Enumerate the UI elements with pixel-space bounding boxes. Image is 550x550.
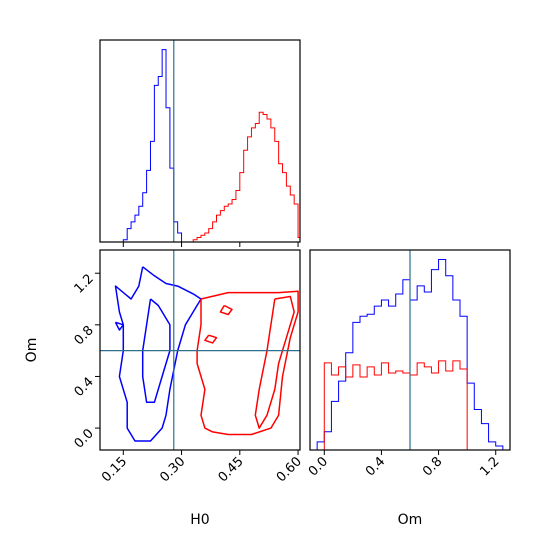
y-axis-label: Om: [24, 338, 40, 363]
contour-blue-0: [114, 266, 202, 442]
contour-red-4: [254, 295, 295, 429]
y-tick-label: 0.8: [72, 323, 97, 348]
x-axis-label: Om: [398, 512, 423, 528]
plot-area: [122, 49, 300, 242]
panel-hist-om: 0.0 0.4 0.8 1.2 Om: [306, 249, 511, 528]
contour-red-5: [219, 304, 233, 316]
y-tick-label: 0.0: [72, 426, 97, 451]
x-tick-label: 0.15: [99, 454, 130, 485]
histogram-blue-series: [122, 49, 183, 242]
y-tick-label: 1.2: [72, 271, 97, 296]
panel-hist-h0: [99, 39, 301, 247]
x-tick-label: 0.8: [420, 454, 445, 479]
x-tick-label: 0.0: [306, 454, 331, 479]
axes-frame: [309, 249, 511, 451]
contour-red-6: [204, 334, 218, 344]
panel-contour-h0-om: 0.0 0.4 0.8 1.2 Om 0.15 0.30 0.45 0.60 H0: [24, 249, 305, 528]
contour-blue-2: [114, 321, 125, 331]
x-tick-label: 0.60: [274, 454, 305, 485]
plot-area: [114, 266, 299, 442]
histogram-red-series: [323, 360, 468, 450]
x-axis-label: H0: [190, 512, 209, 528]
x-tick-label: 0.45: [216, 454, 247, 485]
x-tick-label: 1.2: [477, 454, 502, 479]
y-tick-label: 0.4: [72, 375, 97, 400]
histogram-red-series: [192, 111, 300, 242]
axes-frame: [99, 249, 301, 451]
contour-red-3: [196, 290, 299, 436]
x-tick-label: 0.4: [363, 454, 388, 479]
x-tick-label: 0.30: [157, 454, 188, 485]
contour-blue-1: [141, 298, 171, 404]
axes-frame: [99, 39, 301, 243]
